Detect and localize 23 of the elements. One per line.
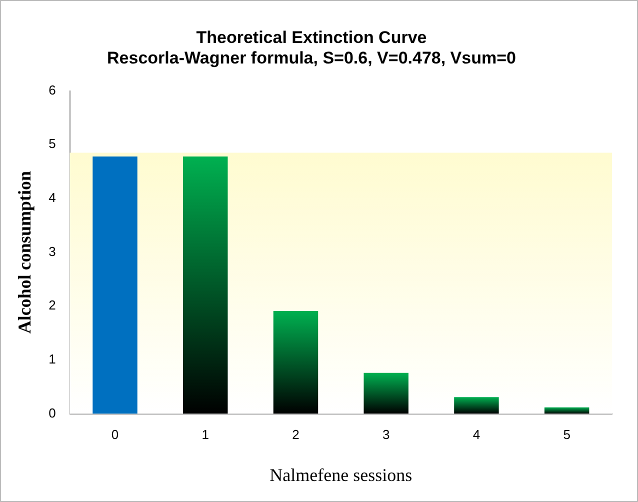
x-axis-title: Nalmefene sessions	[270, 464, 412, 485]
bar	[454, 397, 499, 414]
bar	[544, 407, 590, 414]
bar	[92, 156, 138, 414]
x-tick-label: 4	[472, 427, 480, 442]
x-tick-label: 5	[563, 427, 570, 442]
bar	[183, 156, 228, 414]
x-tick-label: 2	[292, 427, 300, 442]
bar	[364, 372, 408, 414]
y-axis-title: Alcohol consumption	[14, 171, 34, 334]
y-tick-label: 6	[48, 82, 56, 98]
bar	[273, 310, 318, 414]
x-tick-label: 0	[111, 427, 119, 442]
x-tick-label: 3	[382, 427, 390, 442]
y-tick-label: 0	[48, 405, 56, 420]
chart-subtitle: Rescorla-Wagner formula, S=0.6, V=0.478, Vsum=0	[107, 48, 516, 68]
chart-title: Theoretical Extinction Curve	[196, 28, 427, 47]
y-tick-label: 3	[48, 244, 56, 259]
y-tick-label: 1	[48, 352, 56, 367]
y-tick-label: 4	[48, 190, 56, 206]
y-tick-label: 5	[48, 136, 56, 152]
x-tick-label: 1	[202, 427, 209, 442]
y-tick-label: 2	[48, 298, 56, 313]
